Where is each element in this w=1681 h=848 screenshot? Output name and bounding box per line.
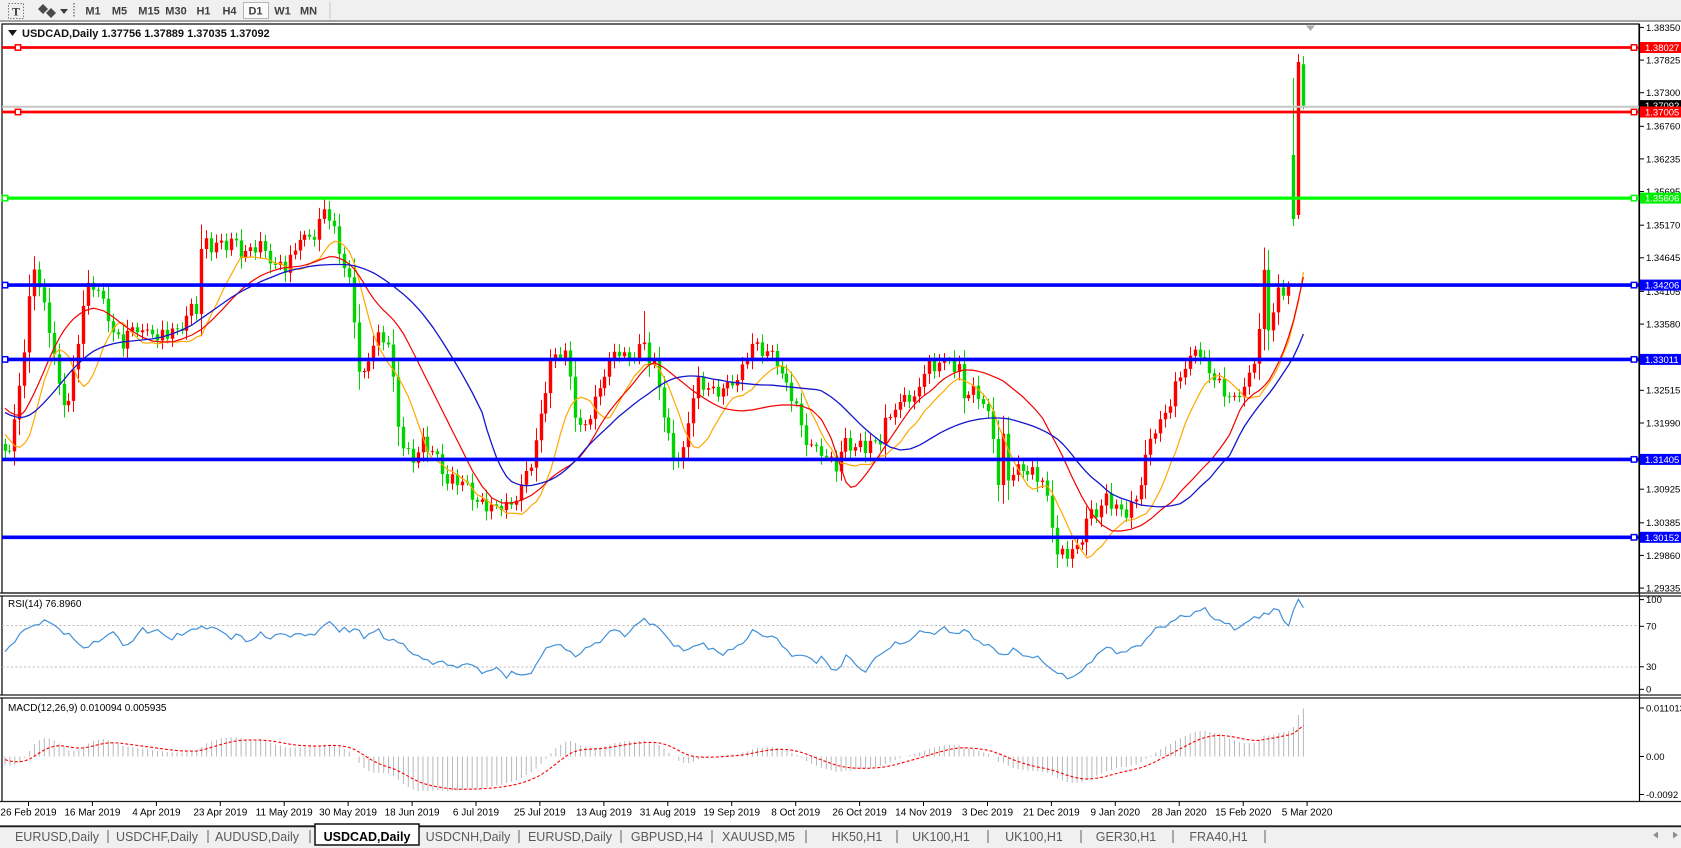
svg-text:UK100,H1: UK100,H1 bbox=[912, 830, 970, 844]
svg-text:EURUSD,Daily: EURUSD,Daily bbox=[528, 830, 613, 844]
svg-text:-0.0092: -0.0092 bbox=[1646, 790, 1678, 801]
svg-text:1.37300: 1.37300 bbox=[1646, 88, 1680, 99]
svg-text:USDCAD,Daily: USDCAD,Daily bbox=[324, 830, 411, 844]
svg-text:26 Oct 2019: 26 Oct 2019 bbox=[832, 808, 887, 819]
svg-text:USDCAD,Daily 1.37756 1.37889: USDCAD,Daily 1.37756 1.37889 1.37035 1.3… bbox=[22, 28, 270, 40]
svg-text:1.31405: 1.31405 bbox=[1645, 455, 1679, 466]
svg-text:70: 70 bbox=[1646, 622, 1657, 633]
svg-text:1.34105: 1.34105 bbox=[1646, 287, 1680, 298]
svg-text:1.35695: 1.35695 bbox=[1646, 187, 1680, 198]
svg-text:1.34206: 1.34206 bbox=[1645, 281, 1679, 292]
svg-text:H1: H1 bbox=[196, 6, 210, 18]
svg-text:M15: M15 bbox=[138, 6, 159, 18]
svg-text:0.011013: 0.011013 bbox=[1646, 703, 1681, 714]
svg-text:UK100,H1: UK100,H1 bbox=[1005, 830, 1063, 844]
svg-text:13 Aug 2019: 13 Aug 2019 bbox=[576, 808, 633, 819]
svg-text:6 Jul 2019: 6 Jul 2019 bbox=[453, 808, 500, 819]
svg-text:M30: M30 bbox=[165, 6, 186, 18]
svg-text:XAUUSD,M5: XAUUSD,M5 bbox=[722, 830, 795, 844]
svg-text:AUDUSD,Daily: AUDUSD,Daily bbox=[215, 830, 300, 844]
svg-text:0.00: 0.00 bbox=[1646, 752, 1665, 763]
svg-text:1.32515: 1.32515 bbox=[1646, 386, 1680, 397]
svg-text:HK50,H1: HK50,H1 bbox=[832, 830, 883, 844]
svg-text:30: 30 bbox=[1646, 662, 1657, 673]
svg-text:9 Jan 2020: 9 Jan 2020 bbox=[1091, 808, 1141, 819]
svg-text:0: 0 bbox=[1646, 685, 1651, 696]
svg-text:31 Aug 2019: 31 Aug 2019 bbox=[640, 808, 697, 819]
svg-text:15 Feb 2020: 15 Feb 2020 bbox=[1215, 808, 1272, 819]
svg-text:USDCNH,Daily: USDCNH,Daily bbox=[426, 830, 511, 844]
svg-text:1.38350: 1.38350 bbox=[1646, 23, 1680, 34]
svg-text:16 Mar 2019: 16 Mar 2019 bbox=[64, 808, 121, 819]
svg-text:FRA40,H1: FRA40,H1 bbox=[1189, 830, 1247, 844]
svg-text:5 Mar 2020: 5 Mar 2020 bbox=[1282, 808, 1333, 819]
svg-text:1.30152: 1.30152 bbox=[1645, 533, 1679, 544]
svg-text:4 Apr 2019: 4 Apr 2019 bbox=[132, 808, 181, 819]
svg-text:1.37005: 1.37005 bbox=[1645, 108, 1679, 119]
svg-text:D1: D1 bbox=[248, 6, 262, 18]
svg-text:18 Jun 2019: 18 Jun 2019 bbox=[385, 808, 440, 819]
svg-text:23 Apr 2019: 23 Apr 2019 bbox=[193, 808, 247, 819]
svg-text:1.36235: 1.36235 bbox=[1646, 154, 1680, 165]
svg-text:21 Dec 2019: 21 Dec 2019 bbox=[1023, 808, 1080, 819]
svg-text:28 Jan 2020: 28 Jan 2020 bbox=[1152, 808, 1207, 819]
svg-text:25 Jul 2019: 25 Jul 2019 bbox=[514, 808, 566, 819]
svg-text:1.35606: 1.35606 bbox=[1645, 194, 1679, 205]
svg-text:1.33580: 1.33580 bbox=[1646, 320, 1680, 331]
svg-text:USDCHF,Daily: USDCHF,Daily bbox=[116, 830, 199, 844]
svg-text:RSI(14) 76.8960: RSI(14) 76.8960 bbox=[8, 599, 82, 610]
svg-text:100: 100 bbox=[1646, 595, 1662, 606]
svg-text:GBPUSD,H4: GBPUSD,H4 bbox=[631, 830, 703, 844]
svg-text:1.29335: 1.29335 bbox=[1646, 584, 1680, 595]
svg-text:M1: M1 bbox=[85, 6, 100, 18]
svg-text:MN: MN bbox=[300, 6, 317, 18]
svg-text:1.36760: 1.36760 bbox=[1646, 122, 1680, 133]
svg-text:1.33011: 1.33011 bbox=[1645, 355, 1679, 366]
svg-text:1.38027: 1.38027 bbox=[1645, 43, 1679, 54]
svg-text:T: T bbox=[12, 5, 20, 19]
svg-text:1.34645: 1.34645 bbox=[1646, 253, 1680, 264]
svg-text:1.30925: 1.30925 bbox=[1646, 485, 1680, 496]
svg-text:1.35170: 1.35170 bbox=[1646, 221, 1680, 232]
svg-text:M5: M5 bbox=[112, 6, 127, 18]
svg-text:EURUSD,Daily: EURUSD,Daily bbox=[15, 830, 100, 844]
svg-text:30 May 2019: 30 May 2019 bbox=[319, 808, 377, 819]
svg-text:1.31990: 1.31990 bbox=[1646, 418, 1680, 429]
svg-text:H4: H4 bbox=[222, 6, 237, 18]
svg-text:11 May 2019: 11 May 2019 bbox=[256, 808, 314, 819]
svg-text:8 Oct 2019: 8 Oct 2019 bbox=[771, 808, 820, 819]
svg-text:26 Feb 2019: 26 Feb 2019 bbox=[0, 808, 57, 819]
svg-text:MACD(12,26,9) 0.010094 0.00593: MACD(12,26,9) 0.010094 0.005935 bbox=[8, 703, 167, 714]
svg-text:GER30,H1: GER30,H1 bbox=[1096, 830, 1156, 844]
svg-text:1.37825: 1.37825 bbox=[1646, 56, 1680, 67]
svg-text:W1: W1 bbox=[274, 6, 291, 18]
svg-text:1.30385: 1.30385 bbox=[1646, 518, 1680, 529]
svg-text:14 Nov 2019: 14 Nov 2019 bbox=[895, 808, 952, 819]
svg-text:19 Sep 2019: 19 Sep 2019 bbox=[703, 808, 760, 819]
svg-text:1.29860: 1.29860 bbox=[1646, 551, 1680, 562]
svg-text:3 Dec 2019: 3 Dec 2019 bbox=[962, 808, 1014, 819]
